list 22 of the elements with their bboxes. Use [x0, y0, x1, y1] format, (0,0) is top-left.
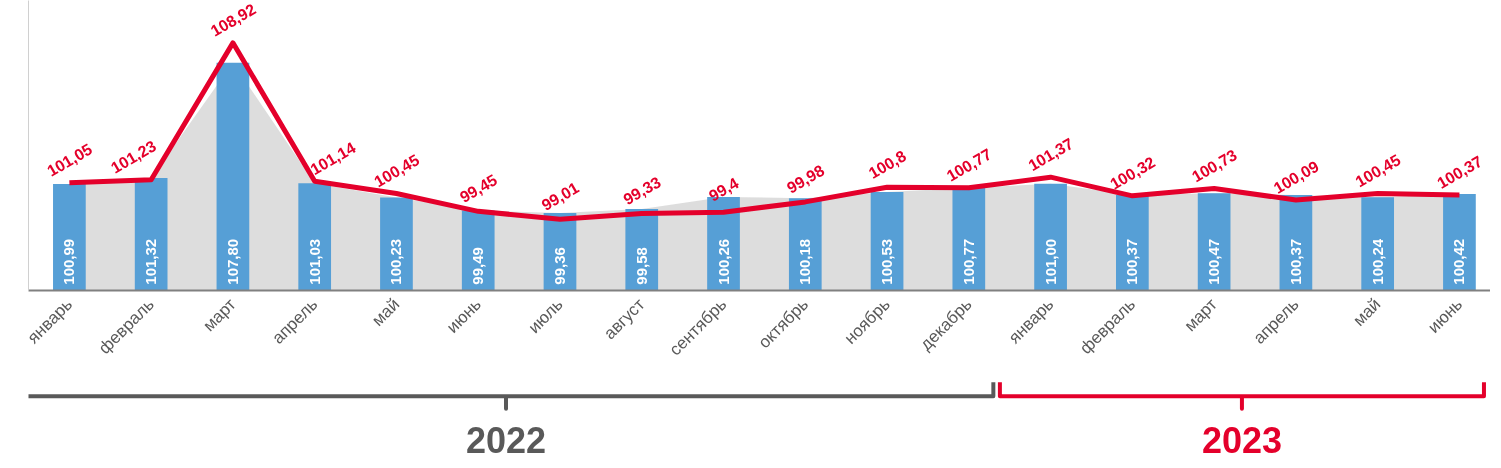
data-label: 100,53 [878, 238, 896, 285]
data-label: 100,37 [1123, 238, 1141, 285]
data-label: 100,99 [60, 238, 78, 285]
data-label: 100,77 [959, 238, 977, 285]
data-label: 101,03 [305, 238, 323, 285]
data-label: 101,00 [1041, 238, 1059, 285]
data-label: 100,42 [1450, 238, 1468, 285]
data-label: 100,24 [1368, 238, 1386, 285]
text: 2023 [1201, 420, 1282, 462]
data-label: 101,32 [142, 238, 160, 285]
data-label: 100,37 [1286, 238, 1304, 285]
data-label: 100,23 [387, 238, 405, 285]
data-label: 100,26 [714, 238, 732, 285]
text: 2022 [465, 420, 547, 462]
data-label: 107,80 [223, 238, 241, 285]
data-label: 99,58 [632, 247, 650, 285]
data-label: 99,49 [469, 247, 487, 285]
data-label: 100,18 [796, 238, 814, 285]
data-label: 99,01 [538, 178, 582, 214]
data-label: 99,4 [706, 174, 742, 205]
data-label: 99,36 [550, 247, 568, 285]
data-label: 100,47 [1205, 238, 1223, 285]
